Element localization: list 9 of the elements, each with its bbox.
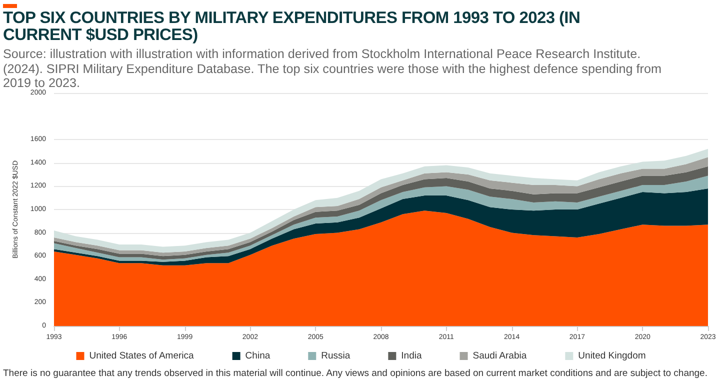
- legend-label: India: [401, 350, 422, 362]
- legend-label: Saudi Arabia: [472, 350, 528, 362]
- legend-label: United States of America: [89, 350, 195, 362]
- legend-label: United Kingdom: [578, 350, 646, 362]
- chart-title: TOP SIX COUNTRIES BY MILITARY EXPENDITURES FROM 1993 TO 2023 (IN CURRENT $USD PRICES): [3, 9, 582, 44]
- legend-label: China: [245, 350, 271, 362]
- legend-label: Russia: [321, 350, 351, 362]
- chart-subtitle: Source: illustration with illustration with information derived from Stockholm International Peace Research Institute. (2024). SIPRI Military Expenditure Database. The top six countries were those with the highest defence spending from 2019 to 2023.: [3, 47, 662, 90]
- text: There is no guarantee that any trends observed in this material will continue. Any views and opinions are based on current market conditions and are subject to change.: [3, 368, 708, 379]
